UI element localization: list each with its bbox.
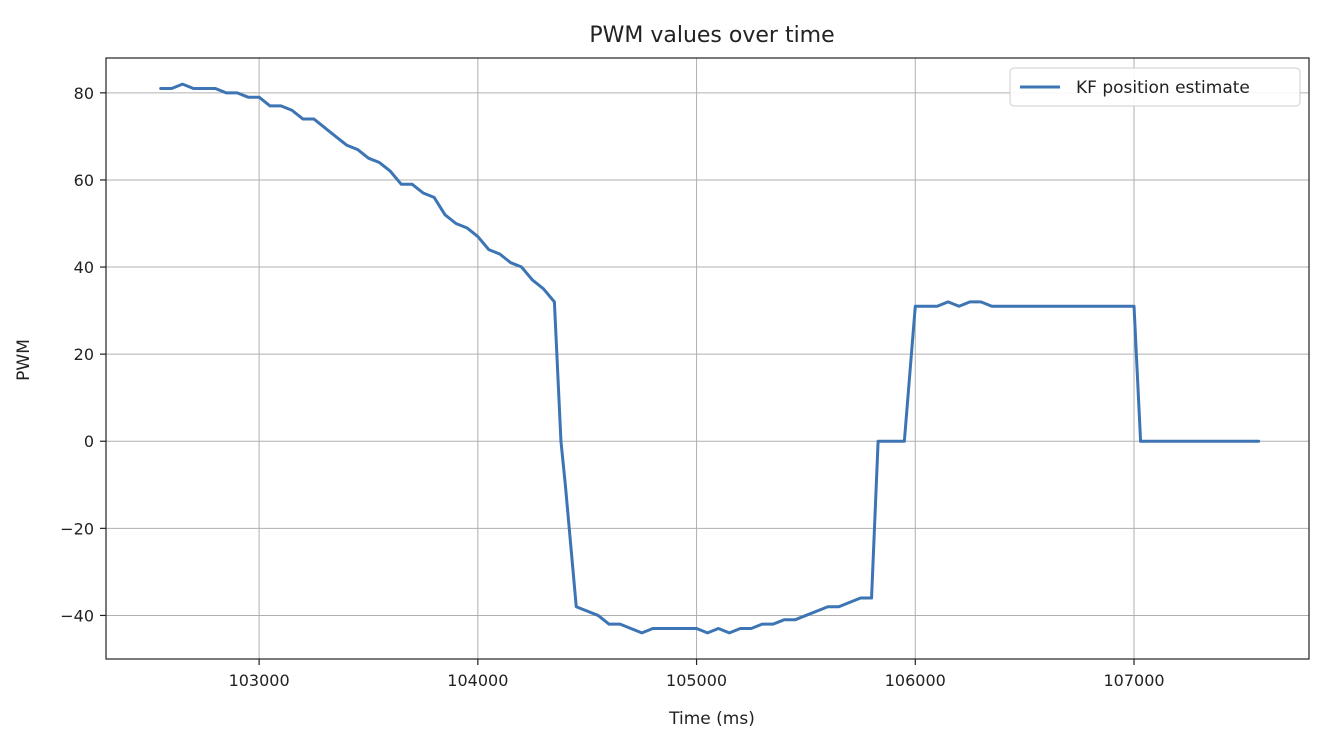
legend: KF position estimate	[1009, 67, 1301, 107]
y-tick-label: 60	[74, 171, 94, 190]
plot-area-frame	[105, 57, 1310, 660]
series-layer	[159, 82, 1261, 635]
y-tick-label: 20	[74, 345, 94, 364]
legend-entry: KF position estimate	[1076, 78, 1250, 98]
x-tick-label: 106000	[885, 671, 946, 690]
series-line-kf-position-estimate	[159, 82, 1261, 635]
y-axis-label: PWM	[14, 339, 34, 381]
y-axis-ticks: −40 −20 0 20 40 60 80	[60, 84, 106, 625]
x-tick-label: 105000	[666, 671, 727, 690]
legend-frame	[1009, 67, 1301, 107]
x-tick-label: 104000	[447, 671, 508, 690]
x-tick-label: 107000	[1103, 671, 1164, 690]
y-tick-label: −40	[60, 606, 94, 625]
chart-title: PWM values over time	[589, 23, 834, 48]
grid-lines	[106, 58, 1309, 659]
x-axis-ticks: 103000 104000 105000 106000 107000	[229, 659, 1165, 690]
y-tick-label: 40	[74, 258, 94, 277]
x-axis-label: Time (ms)	[668, 709, 755, 729]
y-tick-label: 0	[84, 432, 94, 451]
x-tick-label: 103000	[229, 671, 290, 690]
y-tick-label: −20	[60, 519, 94, 538]
y-tick-label: 80	[74, 84, 94, 103]
